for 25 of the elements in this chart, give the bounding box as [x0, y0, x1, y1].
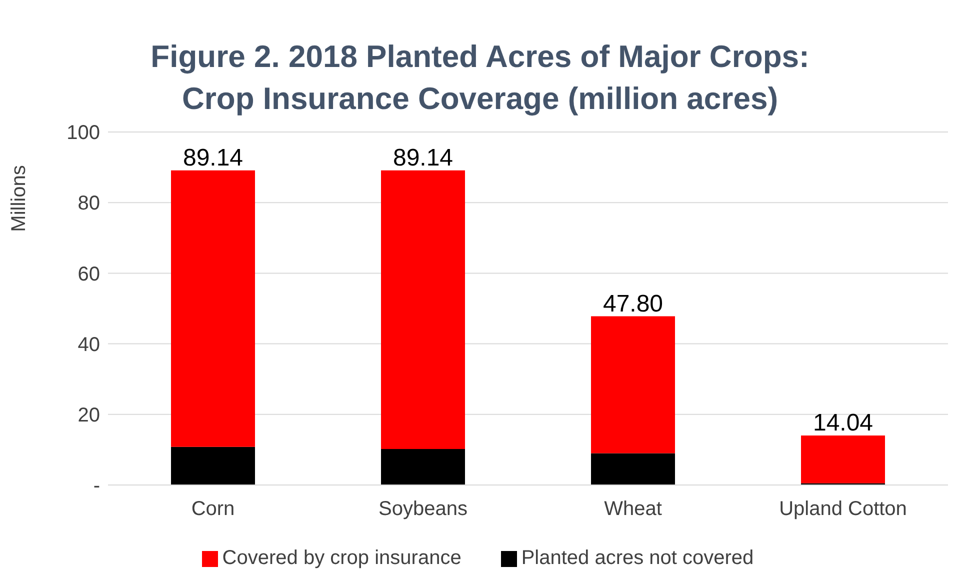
bar — [171, 446, 255, 485]
x-tick-label: Corn — [191, 498, 235, 520]
y-tick-label: 60 — [78, 263, 100, 286]
bar — [171, 170, 255, 447]
x-tick-label: Soybeans — [378, 498, 468, 520]
legend-label: Planted acres not covered — [521, 547, 754, 569]
total-label: 89.14 — [392, 144, 454, 172]
bar — [591, 453, 675, 485]
bar — [381, 448, 465, 485]
bar — [381, 170, 465, 449]
x-tick-label: Upland Cotton — [779, 498, 907, 520]
y-tick-label: 20 — [78, 404, 100, 426]
y-axis-title: Millions — [8, 165, 30, 232]
y-tick-label: - — [93, 475, 100, 498]
total-label: 89.14 — [182, 144, 244, 172]
total-label: 47.80 — [602, 290, 664, 318]
y-tick-label: 80 — [78, 192, 100, 215]
y-tick-label: 40 — [78, 334, 100, 356]
bar — [801, 435, 885, 484]
y-tick-label: 100 — [66, 122, 100, 144]
x-tick-label: Wheat — [604, 498, 662, 520]
total-label: 14.04 — [812, 409, 874, 436]
bar — [591, 316, 675, 454]
legend-label: Covered by crop insurance — [222, 547, 462, 569]
chart-title: Figure 2. 2018 Planted Acres of Major Crops: Crop Insurance Coverage (million acres) — [150, 38, 810, 118]
